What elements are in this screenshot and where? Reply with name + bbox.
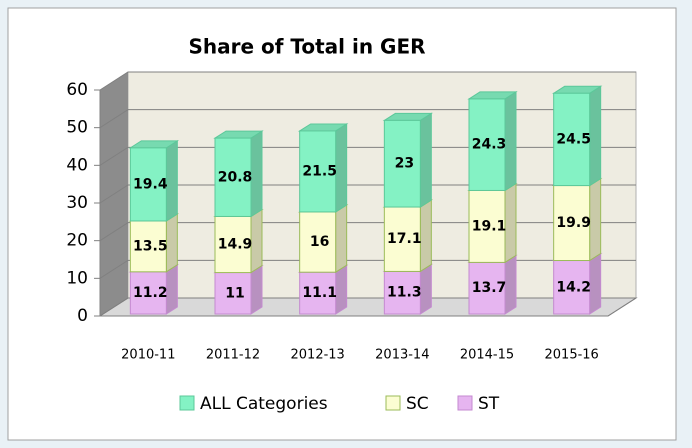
y-tick-label: 60 [66, 80, 88, 100]
bar-side [589, 177, 602, 262]
data-label: 13.7 [472, 280, 507, 296]
data-label: 19.1 [472, 218, 507, 234]
data-label: 11.2 [133, 285, 168, 301]
grid-line [99, 259, 636, 279]
bar-side [589, 85, 602, 187]
data-label: 24.5 [556, 131, 591, 147]
grid-line [99, 109, 636, 129]
bar [553, 92, 591, 187]
x-tick-label: 2010-11 [121, 348, 175, 363]
data-label: 19.9 [556, 215, 591, 231]
x-tick-label: 2011-12 [206, 348, 260, 363]
bar-side [589, 252, 602, 315]
bar [214, 215, 252, 274]
bar-side [165, 263, 178, 315]
data-label: 24.3 [472, 137, 507, 153]
y-tick-label: 50 [66, 118, 88, 138]
bar [299, 211, 337, 273]
bar-side [335, 123, 348, 213]
bar [553, 185, 591, 262]
bar [129, 220, 167, 273]
y-tick-label: 20 [66, 231, 88, 251]
bar [214, 272, 252, 315]
x-axis-depth [607, 297, 637, 317]
grid-line [99, 297, 636, 317]
legend-label: SC [406, 394, 429, 414]
data-label: 17.1 [387, 231, 422, 247]
data-label: 19.4 [133, 176, 168, 192]
bar-side [419, 199, 432, 273]
legend-label: ALL Categories [200, 394, 328, 414]
bar [129, 147, 167, 222]
x-tick-label: 2015-16 [545, 348, 599, 363]
bar-side [504, 254, 517, 315]
data-label: 14.9 [218, 237, 253, 253]
x-tick-label: 2013-14 [375, 348, 429, 363]
legend-swatch [457, 395, 473, 411]
y-tick-label: 0 [77, 306, 88, 326]
y-tick-label: 40 [66, 155, 88, 175]
data-label: 11.1 [302, 285, 337, 301]
y-tick-label: 30 [66, 193, 88, 213]
data-label: 20.8 [218, 169, 253, 185]
grid-line [99, 184, 636, 204]
y-tick-label: 10 [66, 268, 88, 288]
grid-line [99, 71, 636, 91]
bar-side [419, 263, 432, 315]
bar-side [165, 213, 178, 273]
grid-line [99, 222, 636, 242]
data-label: 21.5 [302, 163, 337, 179]
chart-title: Share of Total in GER [188, 35, 425, 59]
bar-side [335, 264, 348, 315]
bar [383, 119, 421, 208]
bar [214, 137, 252, 217]
bar-side [250, 208, 263, 274]
legend-swatch [179, 395, 195, 411]
bar [468, 98, 506, 191]
x-tick-label: 2012-13 [291, 348, 345, 363]
legend-label: ST [478, 394, 500, 414]
data-label: 14.2 [556, 279, 591, 295]
bar [299, 130, 337, 213]
data-label: 13.5 [133, 238, 168, 254]
data-label: 11 [225, 285, 244, 301]
bar [553, 260, 591, 315]
bar-side [504, 91, 517, 192]
bar [468, 189, 506, 263]
data-label: 16 [310, 234, 329, 250]
bar-side [250, 130, 263, 218]
bar [468, 261, 506, 315]
x-tick-label: 2014-15 [460, 348, 514, 363]
bar-side [504, 182, 517, 264]
bar-side [250, 264, 263, 315]
data-label: 23 [395, 156, 414, 172]
bar [383, 206, 421, 272]
grid-line [99, 146, 636, 166]
legend-swatch [385, 395, 401, 411]
bar-side [165, 139, 178, 222]
bar [383, 270, 421, 315]
bar-side [419, 112, 432, 208]
bar-side [335, 204, 348, 274]
data-label: 11.3 [387, 285, 422, 301]
